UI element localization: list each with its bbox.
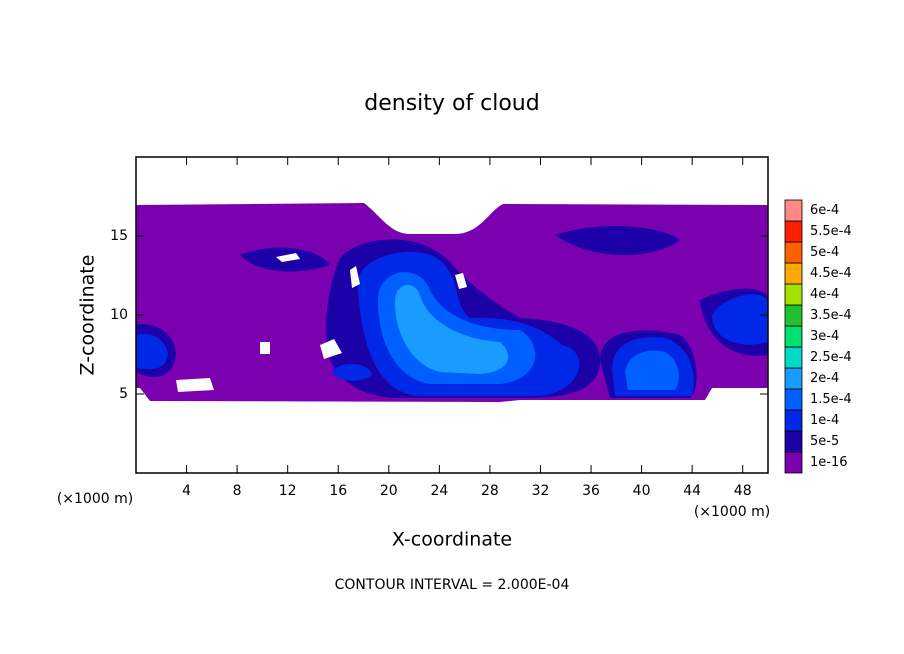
colorbar-label: 3.5e-4 [810,308,852,323]
colorbar-box [784,262,803,285]
colorbar-box [784,409,803,432]
colorbar-box [784,346,803,369]
x-tick-label: 12 [279,483,297,499]
x-tick-label: 24 [430,483,448,499]
colorbar-label: 6e-4 [810,203,839,218]
contour-field [136,203,768,402]
colorbar-label: 2e-4 [810,371,839,386]
x-tick-label: 44 [683,483,701,499]
y-tick-label: 5 [119,386,128,402]
colorbar-label: 1.5e-4 [810,392,852,407]
y-unit: (×1000 m) [694,504,770,520]
chart-title: density of cloud [364,91,539,116]
colorbar-box [784,220,803,243]
colorbar-box [784,451,803,474]
contour-region [394,284,509,374]
x-unit: (×1000 m) [57,491,133,507]
x-tick-label: 4 [182,483,191,499]
x-tick-label: 32 [532,483,550,499]
x-axis-label: X-coordinate [392,529,512,551]
footer: CONTOUR INTERVAL = 2.000E-04 [335,577,570,593]
colorbar-box [784,199,803,222]
colorbar-box [784,388,803,411]
colorbar-box [784,304,803,327]
x-tick-label: 40 [633,483,651,499]
colorbar-label: 2.5e-4 [810,350,852,365]
y-tick-label: 15 [110,228,128,244]
y-axis-label: Z-coordinate [77,255,99,376]
x-tick-label: 8 [233,483,242,499]
colorbar-label: 4e-4 [810,287,839,302]
colorbar-label: 3e-4 [810,329,839,344]
colorbar-box [784,325,803,348]
colorbar-label: 5.5e-4 [810,224,852,239]
x-tick-label: 20 [380,483,398,499]
x-tick-label: 48 [734,483,752,499]
y-tick-label: 10 [110,307,128,323]
colorbar-box [784,283,803,306]
colorbar-label: 5e-5 [810,434,839,449]
colorbar-label: 5e-4 [810,245,839,260]
colorbar-box [784,367,803,390]
colorbar-label: 1e-4 [810,413,839,428]
colorbar-box [784,241,803,264]
x-tick-label: 36 [582,483,600,499]
x-tick-label: 28 [481,483,499,499]
colorbar-label: 4.5e-4 [810,266,852,281]
x-tick-label: 16 [329,483,347,499]
colorbar-label: 1e-16 [810,455,848,470]
colorbar-box [784,430,803,453]
